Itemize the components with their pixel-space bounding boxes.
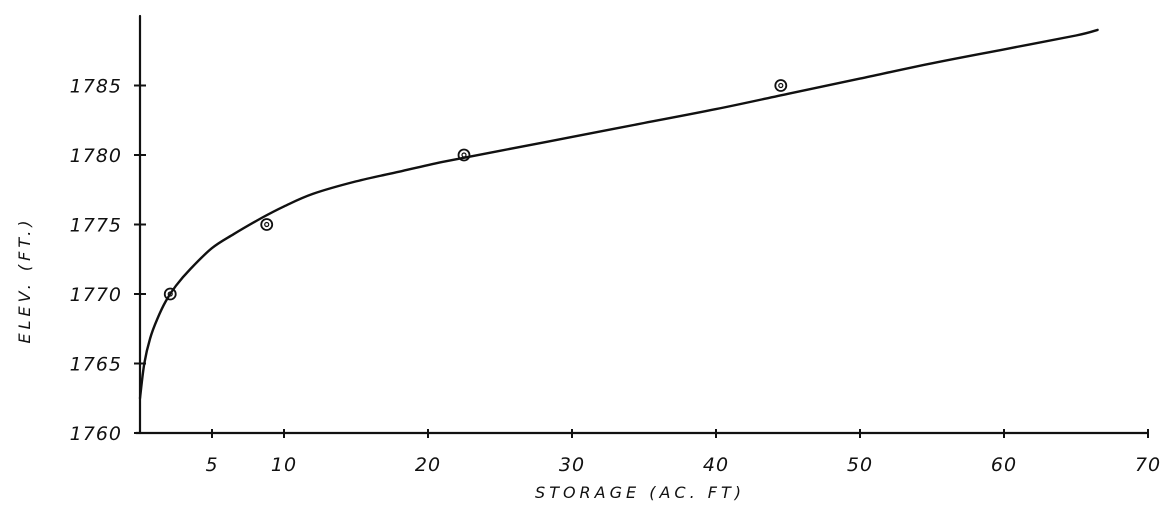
data-point <box>457 148 471 162</box>
x-tick-label: 50 <box>847 454 873 476</box>
x-ticks: 5 10 20 30 40 50 60 70 <box>205 429 1161 476</box>
fit-curve-layer <box>138 28 1099 400</box>
x-tick-label: 70 <box>1135 454 1161 476</box>
x-tick-label: 5 <box>205 454 218 476</box>
data-point <box>163 287 177 301</box>
y-tick-label: 1775 <box>70 215 122 237</box>
data-point <box>260 218 274 231</box>
y-axis-title: ELEV. (FT.) <box>15 216 34 343</box>
y-tick-label: 1770 <box>70 284 122 306</box>
y-tick-label: 1785 <box>70 76 122 98</box>
x-tick-label: 60 <box>991 454 1017 476</box>
data-points-layer <box>163 79 788 301</box>
y-ticks: 1760 1765 1770 1775 1780 1785 <box>70 76 146 445</box>
x-tick-label: 20 <box>415 454 441 476</box>
x-tick-label: 30 <box>559 454 585 476</box>
y-tick-label: 1760 <box>70 423 122 445</box>
axes <box>134 14 1150 435</box>
y-tick-label: 1780 <box>70 145 122 167</box>
x-tick-label: 10 <box>271 454 297 476</box>
fitted-curve <box>138 28 1099 400</box>
y-tick-label: 1765 <box>70 354 122 376</box>
data-point <box>774 79 788 92</box>
x-axis-title: STORAGE (AC. FT) <box>535 483 745 502</box>
x-tick-label: 40 <box>703 454 729 476</box>
